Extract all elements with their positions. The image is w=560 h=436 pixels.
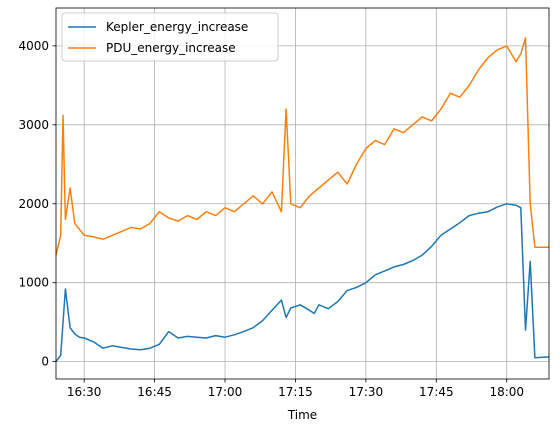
x-axis-title: Time — [287, 408, 317, 422]
x-tick-label: 16:30 — [67, 385, 102, 399]
series-line-2 — [56, 38, 549, 255]
plot-frame — [56, 8, 549, 379]
legend-label: PDU_energy_increase — [106, 41, 236, 55]
x-tick-label: 18:00 — [489, 385, 524, 399]
x-tick-label: 17:00 — [208, 385, 243, 399]
y-tick-label: 4000 — [18, 39, 49, 53]
y-tick-label: 2000 — [18, 197, 49, 211]
x-tick-label: 17:45 — [419, 385, 454, 399]
tick-layer: 16:30 16:45 17:00 17:15 17:30 17:45 18:00 0 1000… — [18, 39, 524, 399]
y-tick-label: 1000 — [18, 276, 49, 290]
legend-label: Kepler_energy_increase — [106, 20, 248, 34]
series-layer — [56, 38, 549, 362]
y-tick-label: 3000 — [18, 118, 49, 132]
legend: Kepler_energy_increase PDU_energy_increas… — [62, 13, 278, 61]
x-tick-label: 17:15 — [278, 385, 313, 399]
x-tick-label: 16:45 — [137, 385, 172, 399]
grid-layer — [56, 8, 549, 379]
x-tick-label: 17:30 — [349, 385, 384, 399]
y-tick-label: 0 — [41, 355, 49, 369]
